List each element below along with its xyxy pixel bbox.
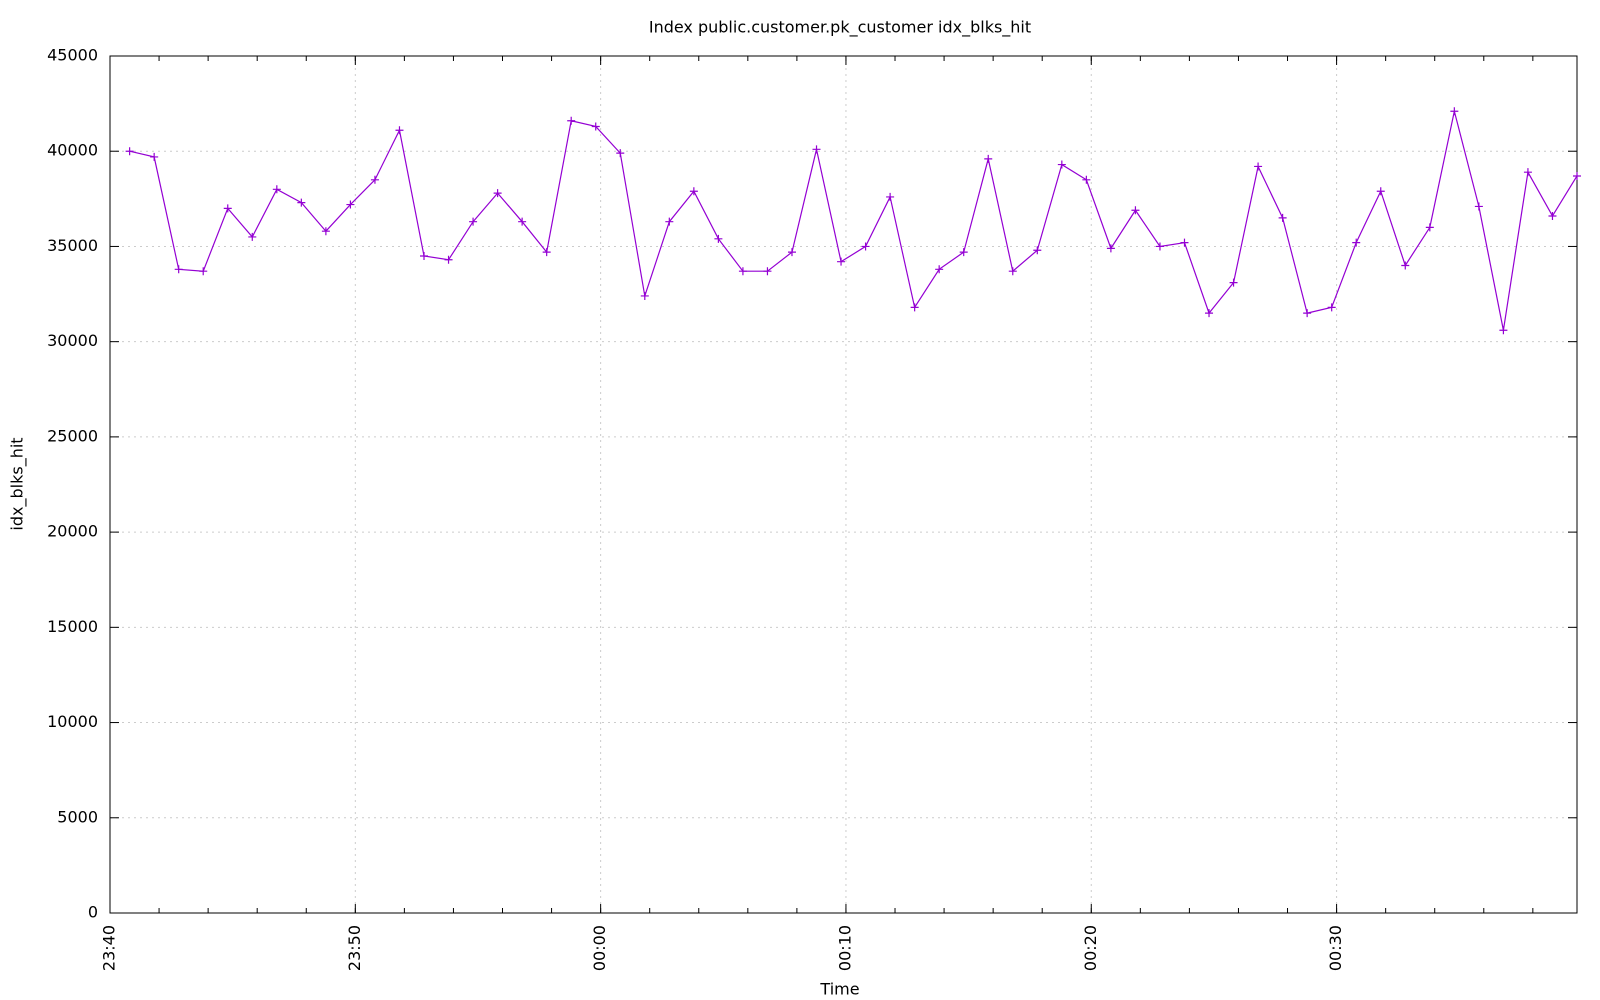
data-point: [959, 248, 968, 257]
x-tick-label: 00:00: [590, 925, 609, 971]
data-point: [1425, 223, 1434, 232]
data-line: [129, 111, 1578, 331]
data-point: [1057, 160, 1066, 169]
data-point: [199, 267, 208, 276]
data-point: [935, 265, 944, 274]
data-point: [150, 152, 159, 161]
y-tick-label: 20000: [47, 522, 98, 541]
data-point: [1106, 244, 1115, 253]
data-point: [1401, 261, 1410, 270]
data-point: [1180, 238, 1189, 247]
data-point: [1155, 242, 1164, 251]
data-point: [714, 234, 723, 243]
data-point: [910, 303, 919, 312]
data-point: [1033, 246, 1042, 255]
y-tick-label: 35000: [47, 236, 98, 255]
y-tick-label: 5000: [57, 807, 98, 826]
data-point: [444, 255, 453, 264]
data-point: [542, 248, 551, 257]
data-point: [1303, 309, 1312, 318]
y-axis-label: idx_blks_hit: [8, 437, 28, 530]
data-point: [763, 267, 772, 276]
data-point: [837, 257, 846, 266]
data-point: [1376, 187, 1385, 196]
data-point: [248, 232, 257, 241]
data-point: [665, 217, 674, 226]
data-point: [567, 116, 576, 125]
data-point: [370, 175, 379, 184]
x-axis-label: Time: [819, 980, 859, 999]
data-point: [591, 122, 600, 131]
x-tick-label: 00:10: [835, 925, 854, 971]
x-tick-label: 00:30: [1326, 925, 1345, 971]
y-tick-label: 10000: [47, 712, 98, 731]
y-tick-label: 30000: [47, 331, 98, 350]
data-point: [886, 192, 895, 201]
data-point: [1278, 213, 1287, 222]
data-point: [616, 149, 625, 158]
y-tick-label: 45000: [47, 46, 98, 65]
data-point: [738, 267, 747, 276]
data-point: [297, 198, 306, 207]
chart-title: Index public.customer.pk_customer idx_bl…: [649, 18, 1031, 38]
data-point: [787, 248, 796, 257]
data-point: [420, 251, 429, 260]
data-point: [861, 242, 870, 251]
data-point: [223, 204, 232, 213]
x-tick-label: 23:40: [100, 925, 119, 971]
x-tick-label: 00:20: [1081, 925, 1100, 971]
data-point: [321, 227, 330, 236]
data-point: [640, 291, 649, 300]
data-point: [272, 185, 281, 194]
plot-frame: [109, 55, 1578, 914]
data-point: [518, 217, 527, 226]
data-point: [1327, 303, 1336, 312]
data-point: [984, 154, 993, 163]
data-point: [1254, 162, 1263, 171]
data-point: [395, 126, 404, 135]
data-point: [812, 145, 821, 154]
data-point: [1523, 168, 1532, 177]
data-point: [125, 147, 134, 156]
data-point: [1450, 107, 1459, 116]
data-point: [469, 217, 478, 226]
x-tick-label: 23:50: [345, 925, 364, 971]
data-point: [1352, 238, 1361, 247]
data-point: [1474, 202, 1483, 211]
data-point: [1008, 267, 1017, 276]
y-tick-label: 25000: [47, 426, 98, 445]
data-point: [1229, 278, 1238, 287]
data-point: [689, 187, 698, 196]
y-tick-label: 40000: [47, 141, 98, 160]
data-point: [1082, 175, 1091, 184]
data-point: [1131, 206, 1140, 215]
data-point: [1573, 171, 1581, 180]
data-point: [1499, 326, 1508, 335]
data-point: [1548, 211, 1557, 220]
data-point: [1205, 309, 1214, 318]
data-point: [174, 265, 183, 274]
data-point: [346, 200, 355, 209]
data-point: [493, 189, 502, 198]
y-tick-label: 0: [88, 903, 98, 922]
y-tick-label: 15000: [47, 617, 98, 636]
